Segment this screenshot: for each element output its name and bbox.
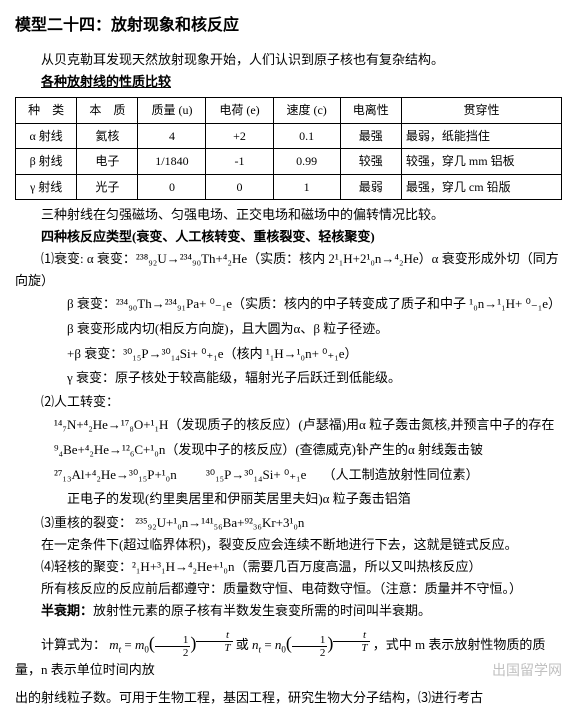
table-cell: 1 xyxy=(273,174,340,199)
half-life-heading: 半衰期： xyxy=(41,603,93,618)
artificial-1: ¹⁴₇N+⁴₂He→¹⁷₈O+¹₁H（发现质子的核反应）(卢瑟福)用α 粒子轰击… xyxy=(54,413,562,438)
table-heading: 各种放射线的性质比较 xyxy=(15,71,562,93)
last-line: 出的射线粒子数。可用于生物工程，基因工程，研究生物大分子结构，⑶进行考古 xyxy=(15,687,562,709)
artificial-label: ⑵人工转变： xyxy=(15,391,562,413)
table-cell: 较强，穿几 mm 铝板 xyxy=(401,149,561,174)
table-row: β 射线电子1/1840-10.99较强较强，穿几 mm 铝板 xyxy=(16,149,562,174)
decay-label: ⑴衰变: α 衰变：²³⁸₉₂U→²³⁴₉₀Th+⁴₂He（实质：核内 2¹₁H… xyxy=(15,248,562,292)
calc-formula: mt = m0(12)tT 或 nt = n0(12)tT xyxy=(109,637,373,652)
table-row: α 射线氦核4+20.1最强最弱，纸能挡住 xyxy=(16,123,562,148)
table-header: 电离性 xyxy=(340,98,401,123)
beta-plus-decay: +β 衰变：³⁰₁₅P→³⁰₁₄Si+ ⁰₊₁e（核内 ¹₁H→¹₀n+ ⁰₊₁… xyxy=(67,342,562,367)
table-cell: 电子 xyxy=(77,149,138,174)
table-header: 速度 (c) xyxy=(273,98,340,123)
table-header: 电荷 (e) xyxy=(206,98,273,123)
fusion-1: ⑷轻核的聚变：²₁H+³₁H→⁴₂He+¹₀n（需要几百万度高温，所以又叫热核反… xyxy=(15,556,562,578)
table-header: 贯穿性 xyxy=(401,98,561,123)
table-cell: α 射线 xyxy=(16,123,77,148)
table-cell: 最强，穿几 cm 铅版 xyxy=(401,174,561,199)
table-cell: 0.1 xyxy=(273,123,340,148)
artificial-2: ⁹₄Be+⁴₂He→¹²₆C+¹₀n（发现中子的核反应）(查德威克)钋产生的α … xyxy=(54,438,562,463)
table-cell: -1 xyxy=(206,149,273,174)
table-cell: 氦核 xyxy=(77,123,138,148)
page-title: 模型二十四：放射现象和核反应 xyxy=(15,12,562,39)
table-cell: 4 xyxy=(138,123,206,148)
artificial-4: 正电子的发现(约里奥居里和伊丽芙居里夫妇)α 粒子轰击铝箔 xyxy=(67,487,562,512)
table-cell: 最弱，纸能挡住 xyxy=(401,123,561,148)
alpha-decay: α 衰变：²³⁸₉₂U→²³⁴₉₀Th+⁴₂He（实质：核内 2¹₁H+2¹₀n… xyxy=(15,251,559,288)
half-life-line: 半衰期：放射性元素的原子核有半数发生衰变所需的时间叫半衰期。 xyxy=(15,600,562,622)
table-cell: β 射线 xyxy=(16,149,77,174)
table-header: 种 类 xyxy=(16,98,77,123)
beta-decay: β 衰变：²³⁴₉₀Th→²³⁴₉₁Pa+ ⁰₋₁e（实质：核内的中子转变成了质… xyxy=(67,292,562,317)
three-rays-note: 三种射线在匀强磁场、匀强电场、正交电场和磁场中的偏转情况比较。 xyxy=(15,204,562,226)
table-header: 本 质 xyxy=(77,98,138,123)
gamma-decay: γ 衰变：原子核处于较高能级，辐射光子后跃迁到低能级。 xyxy=(67,366,562,391)
table-cell: 较强 xyxy=(340,149,401,174)
table-row: γ 射线光子001最弱最强，穿几 cm 铅版 xyxy=(16,174,562,199)
table-cell: 0.99 xyxy=(273,149,340,174)
table-cell: +2 xyxy=(206,123,273,148)
table-cell: 光子 xyxy=(77,174,138,199)
table-cell: 0 xyxy=(206,174,273,199)
half-life-text: 放射性元素的原子核有半数发生衰变所需的时间叫半衰期。 xyxy=(93,603,431,618)
fission-2: 在一定条件下(超过临界体积)，裂变反应会连续不断地进行下去，这就是链式反应。 xyxy=(41,534,562,556)
intro-text: 从贝克勒耳发现天然放射现象开始，人们认识到原子核也有复杂结构。 xyxy=(15,49,562,71)
calc-line: 计算式为： mt = m0(12)tT 或 nt = n0(12)tT ，式中 … xyxy=(15,628,562,681)
artificial-3: ²⁷₁₃Al+⁴₂He→³⁰₁₅P+¹₀n ³⁰₁₅P→³⁰₁₄Si+ ⁰₊₁e… xyxy=(54,463,562,488)
table-cell: 0 xyxy=(138,174,206,199)
beta-note: β 衰变形成内切(相反方向旋)，且大圆为α、β 粒子径迹。 xyxy=(67,317,562,342)
radiation-table: 种 类本 质质量 (u)电荷 (e)速度 (c)电离性贯穿性 α 射线氦核4+2… xyxy=(15,97,562,200)
fission-1: ⑶重核的裂变： ²³⁵₉₂U+¹₀n→¹⁴¹₅₆Ba+⁹²₃₆Kr+3¹₀n xyxy=(15,512,562,534)
fusion-2: 所有核反应的反应前后都遵守：质量数守恒、电荷数守恒。（注意：质量并不守恒。） xyxy=(41,578,562,600)
art3c: （人工制造放射性同位素） xyxy=(323,467,479,482)
table-cell: 1/1840 xyxy=(138,149,206,174)
decay-num: ⑴衰变: xyxy=(41,251,84,266)
watermark-text: 出国留学网 xyxy=(492,659,562,683)
art3a: ²⁷₁₃Al+⁴₂He→³⁰₁₅P+¹₀n xyxy=(54,467,177,482)
four-types-heading: 四种核反应类型(衰变、人工核转变、重核裂变、轻核聚变) xyxy=(15,226,562,248)
calc-label: 计算式为： xyxy=(41,637,106,652)
table-cell: γ 射线 xyxy=(16,174,77,199)
table-cell: 最强 xyxy=(340,123,401,148)
table-header: 质量 (u) xyxy=(138,98,206,123)
art3b: ³⁰₁₅P→³⁰₁₄Si+ ⁰₊₁e xyxy=(206,467,306,482)
table-cell: 最弱 xyxy=(340,174,401,199)
